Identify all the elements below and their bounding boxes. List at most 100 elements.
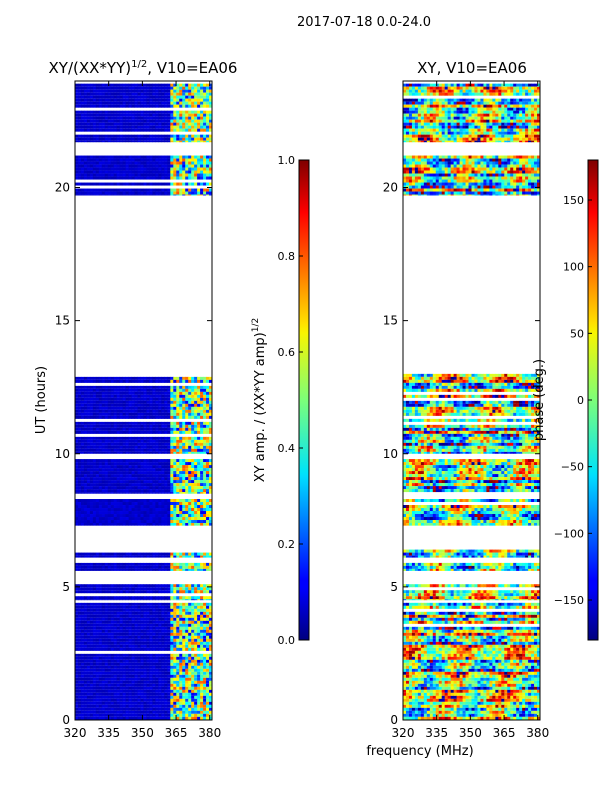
heatmap-cell [152, 609, 155, 612]
heatmap-cell [149, 556, 152, 558]
heatmap-cell [81, 162, 84, 165]
heatmap-cell [129, 446, 132, 449]
heatmap-cell [99, 690, 102, 693]
heatmap-cell [111, 633, 114, 636]
heatmap-cell [185, 615, 188, 618]
heatmap-cell [152, 437, 155, 440]
heatmap-cell [93, 156, 96, 159]
heatmap-cell [99, 440, 102, 443]
heatmap-cell [185, 587, 188, 590]
heatmap-cell [188, 654, 191, 657]
heatmap-cell [96, 599, 99, 600]
heatmap-cell [161, 630, 164, 633]
heatmap-cell [185, 693, 188, 696]
heatmap-cell [149, 480, 152, 483]
heatmap-cell [81, 523, 84, 526]
heatmap-cell [206, 563, 209, 566]
heatmap-cell [161, 584, 164, 587]
heatmap-cell [84, 395, 87, 398]
heatmap-cell [99, 556, 102, 558]
heatmap-cell [84, 413, 87, 416]
heatmap-cell [194, 505, 197, 508]
heatmap-cell [200, 404, 203, 407]
heatmap-cell [141, 603, 144, 606]
heatmap-cell [188, 165, 191, 168]
heatmap-cell [132, 648, 135, 651]
heatmap-cell [126, 165, 129, 168]
heatmap-cell [188, 505, 191, 508]
heatmap-cell [87, 681, 90, 684]
heatmap-cell [132, 717, 135, 720]
heatmap-cell [185, 645, 188, 648]
heatmap-cell [194, 508, 197, 511]
heatmap-cell [78, 195, 81, 196]
heatmap-cell [114, 663, 117, 666]
heatmap-cell [90, 633, 93, 636]
heatmap-cell [206, 648, 209, 651]
heatmap-cell [155, 404, 158, 407]
heatmap-cell [84, 678, 87, 681]
heatmap-cell [173, 702, 176, 705]
heatmap-cell [117, 603, 120, 606]
heatmap-cell [90, 699, 93, 702]
heatmap-cell [84, 174, 87, 177]
heatmap-cell [105, 678, 108, 681]
heatmap-cell [108, 377, 111, 380]
heatmap-cell [90, 648, 93, 651]
heatmap-cell [138, 462, 141, 465]
heatmap-cell [111, 684, 114, 687]
heatmap-cell [188, 678, 191, 681]
heatmap-cell [93, 520, 96, 523]
heatmap-cell [126, 452, 129, 454]
heatmap-cell [93, 392, 96, 395]
heatmap-cell [129, 609, 132, 612]
heatmap-cell [105, 693, 108, 696]
heatmap-cell [108, 681, 111, 684]
heatmap-cell [93, 474, 96, 477]
heatmap-cell [135, 675, 138, 678]
heatmap-cell [111, 584, 114, 587]
heatmap-cell [164, 90, 167, 93]
heatmap-cell [167, 523, 170, 526]
heatmap-cell [185, 189, 188, 192]
heatmap-cell [105, 386, 108, 389]
heatmap-cell [179, 489, 182, 492]
heatmap-cell [170, 425, 173, 428]
heatmap-cell [135, 520, 138, 523]
heatmap-cell [158, 615, 161, 618]
heatmap-cell [120, 657, 123, 660]
heatmap-cell [102, 171, 105, 174]
heatmap-cell [206, 596, 209, 599]
heatmap-cell [114, 590, 117, 593]
heatmap-cell [173, 675, 176, 678]
heatmap-cell [132, 428, 135, 431]
heatmap-cell [161, 395, 164, 398]
heatmap-cell [182, 648, 185, 651]
heatmap-cell [114, 648, 117, 651]
heatmap-cell [141, 699, 144, 702]
heatmap-cell [99, 156, 102, 159]
heatmap-cell [129, 584, 132, 587]
heatmap-cell [179, 590, 182, 593]
heatmap-cell [126, 654, 129, 657]
heatmap-cell [117, 401, 120, 404]
heatmap-cell [126, 431, 129, 434]
heatmap-cell [146, 693, 149, 696]
heatmap-cell [102, 162, 105, 165]
heatmap-cell [152, 471, 155, 474]
heatmap-cell [132, 663, 135, 666]
heatmap-cell [81, 666, 84, 669]
heatmap-cell [206, 499, 209, 502]
heatmap-cell [102, 596, 105, 599]
heatmap-cell [146, 705, 149, 708]
heatmap-cell [182, 474, 185, 477]
heatmap-cell [158, 377, 161, 380]
heatmap-cell [179, 449, 182, 452]
heatmap-cell [96, 386, 99, 389]
heatmap-cell [84, 195, 87, 196]
heatmap-cell [161, 398, 164, 401]
heatmap-cell [155, 174, 158, 177]
heatmap-cell [170, 687, 173, 690]
heatmap-cell [111, 645, 114, 648]
heatmap-cell [152, 639, 155, 642]
